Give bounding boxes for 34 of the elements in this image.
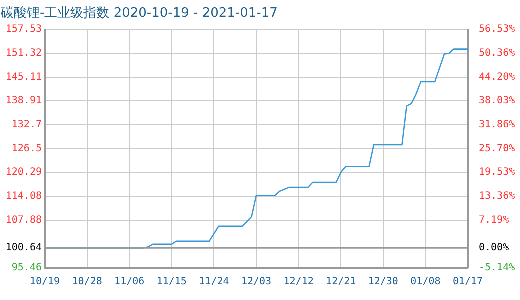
y2-tick-label: 0.00% (479, 242, 510, 254)
y-tick-label: 145.11 (6, 72, 42, 83)
x-tick-label: 01/08 (410, 276, 441, 288)
y-tick-label: 151.32 (6, 48, 42, 60)
y-tick-label: 107.88 (6, 214, 42, 226)
x-tick-label: 12/21 (326, 276, 356, 288)
y-tick-label: 100.64 (6, 242, 42, 254)
x-tick-label: 12/30 (368, 276, 398, 288)
y2-tick-label: 7.19% (479, 214, 510, 226)
y2-tick-label: 25.70% (479, 143, 516, 154)
y-tick-label: 132.7 (12, 120, 42, 131)
y2-tick-label: 44.20% (479, 72, 516, 83)
y2-tick-label: -5.14% (479, 262, 516, 274)
y-tick-label: 114.08 (6, 191, 42, 202)
y2-tick-label: 31.86% (479, 120, 516, 131)
x-tick-label: 10/28 (72, 276, 102, 288)
x-tick-label: 01/17 (452, 276, 484, 288)
x-tick-label: 11/06 (114, 276, 145, 288)
y-tick-label: 120.29 (6, 167, 42, 178)
y-tick-label: 126.5 (12, 143, 42, 154)
y-tick-label: 138.91 (6, 96, 42, 107)
y2-tick-label: 50.36% (479, 48, 516, 60)
x-tick-label: 11/24 (199, 276, 230, 288)
x-tick-label: 12/12 (284, 276, 314, 288)
y-tick-label: 95.46 (12, 262, 42, 274)
chart-title: 碳酸锂-工业级指数 2020-10-19 - 2021-01-17 (0, 6, 278, 22)
y2-tick-label: 13.36% (479, 191, 516, 202)
y-tick-label: 157.53 (6, 24, 42, 36)
y2-tick-label: 19.53% (479, 167, 516, 178)
x-tick-label: 10/19 (30, 276, 60, 288)
y2-tick-label: 38.03% (479, 96, 516, 107)
x-tick-label: 11/15 (156, 276, 187, 288)
y2-tick-label: 56.53% (479, 24, 516, 36)
x-tick-label: 12/03 (241, 276, 272, 288)
